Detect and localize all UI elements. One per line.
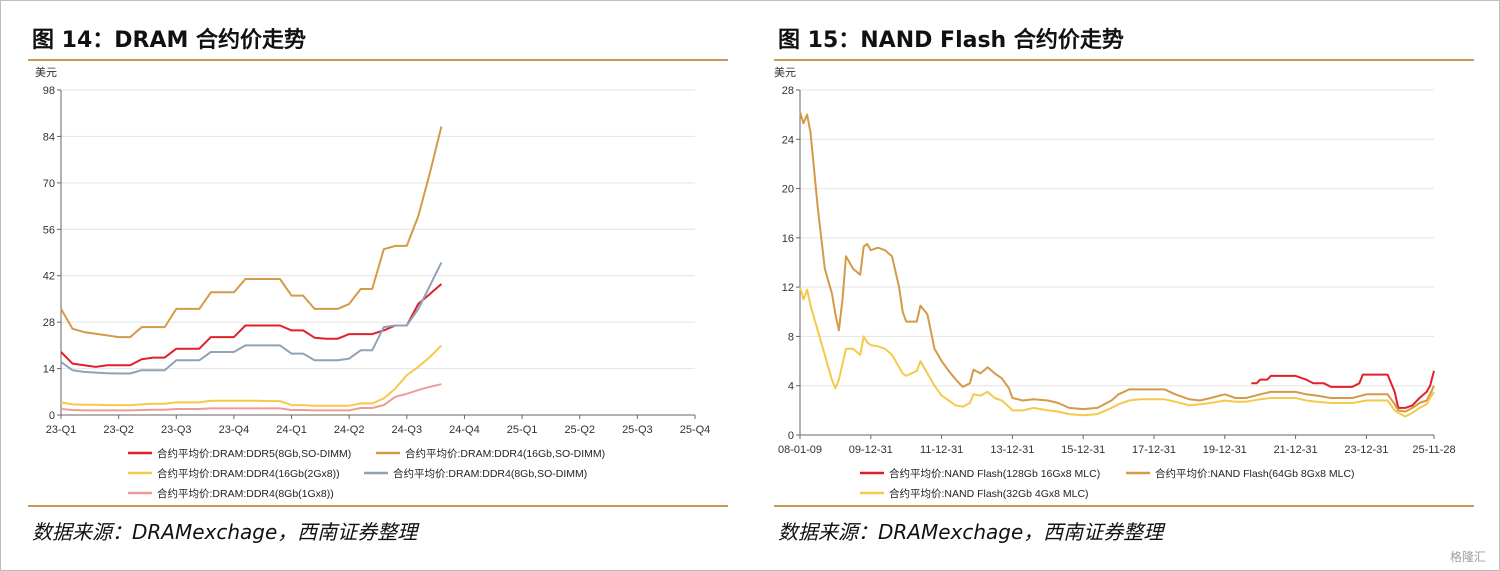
y-tick-label: 24 (782, 134, 794, 146)
legend-label: 合约平均价:DRAM:DDR4(8Gb(1Gx8)) (157, 487, 334, 500)
figure-title-dram: 图 14：DRAM 合约价走势 (32, 28, 307, 53)
y-tick-label: 56 (43, 224, 55, 236)
legend-label: 合约平均价:NAND Flash(64Gb 8Gx8 MLC) (1155, 467, 1355, 480)
y-unit-label: 美元 (35, 66, 57, 79)
legend-label: 合约平均价:DRAM:DDR4(8Gb,SO-DIMM) (393, 467, 587, 480)
panel-dram: 图 14：DRAM 合约价走势 美元 0 14 28 42 56 70 84 98 23-Q1 23… (28, 0, 728, 571)
series-line-3 (799, 286, 1435, 418)
source-rule (774, 505, 1474, 507)
x-tick-label: 24-Q2 (334, 424, 365, 436)
x-tick-label: 23-Q1 (46, 424, 77, 436)
x-tick-label: 25-Q4 (680, 424, 711, 436)
x-tick-label: 08-01-09 (778, 444, 822, 456)
source-rule (28, 505, 728, 507)
x-tick-label: 13-12-31 (990, 444, 1034, 456)
x-tick-label: 24-Q1 (276, 424, 307, 436)
series-line-5 (60, 383, 442, 412)
series-line-3 (60, 344, 443, 407)
legend-label: 合约平均价:DRAM:DDR4(16Gb,SO-DIMM) (405, 447, 605, 460)
x-tick-label: 19-12-31 (1203, 444, 1247, 456)
legend-label: 合约平均价:DRAM:DDR5(8Gb,SO-DIMM) (157, 447, 351, 460)
x-tick-label: 25-Q1 (507, 424, 538, 436)
x-tick-label: 25-11-28 (1412, 444, 1455, 456)
y-tick-label: 42 (43, 271, 55, 283)
source-note-dram: 数据来源：DRAMexchage，西南证券整理 (32, 520, 418, 544)
y-tick-label: 12 (782, 282, 794, 294)
figure-title-nand: 图 15：NAND Flash 合约价走势 (778, 28, 1124, 53)
x-tick-label: 24-Q3 (392, 424, 423, 436)
y-tick-label: 84 (43, 131, 55, 143)
series-line-1 (60, 283, 443, 368)
y-tick-label: 16 (782, 233, 794, 245)
y-tick-label: 28 (782, 85, 794, 97)
y-tick-label: 20 (782, 184, 794, 196)
series-line-2 (799, 111, 1435, 413)
y-tick-label: 4 (788, 381, 794, 393)
x-tick-label: 23-Q3 (161, 424, 192, 436)
source-note-nand: 数据来源：DRAMexchage，西南证券整理 (778, 520, 1164, 544)
x-tick-label: 15-12-31 (1061, 444, 1105, 456)
x-tick-label: 21-12-31 (1274, 444, 1318, 456)
series-line-2 (60, 126, 443, 339)
title-rule (774, 59, 1474, 61)
x-tick-label: 25-Q2 (564, 424, 595, 436)
nand-chart: 美元 0 4 8 12 16 20 24 28 08-01-09 09-12-31 11-12-31 1… (774, 66, 1456, 500)
watermark: 格隆汇 (1449, 550, 1486, 564)
x-tick-label: 23-12-31 (1344, 444, 1388, 456)
y-unit-label: 美元 (774, 66, 796, 79)
x-tick-label: 23-Q2 (103, 424, 134, 436)
title-rule (28, 59, 728, 61)
dram-chart: 美元 0 14 28 42 56 70 84 98 23-Q1 23-Q2 23-Q3 23-Q4 24-… (35, 66, 711, 500)
y-tick-label: 8 (788, 331, 794, 343)
x-tick-label: 23-Q4 (219, 424, 250, 436)
legend-label: 合约平均价:DRAM:DDR4(16Gb(2Gx8)) (157, 467, 340, 480)
legend-label: 合约平均价:NAND Flash(32Gb 4Gx8 MLC) (889, 487, 1089, 500)
x-tick-label: 25-Q3 (622, 424, 653, 436)
series-line-1 (1251, 370, 1435, 409)
y-tick-label: 28 (43, 317, 55, 329)
y-tick-label: 0 (788, 430, 794, 442)
x-tick-label: 17-12-31 (1132, 444, 1176, 456)
series-line-4 (60, 261, 443, 375)
x-tick-label: 09-12-31 (849, 444, 893, 456)
legend-label: 合约平均价:NAND Flash(128Gb 16Gx8 MLC) (889, 467, 1100, 480)
x-tick-label: 24-Q4 (449, 424, 480, 436)
y-tick-label: 98 (43, 85, 55, 97)
y-tick-label: 70 (43, 178, 55, 190)
panel-nand: 图 15：NAND Flash 合约价走势 美元 0 4 8 12 16 20 24 28 08-… (774, 0, 1474, 571)
x-tick-label: 11-12-31 (920, 444, 963, 456)
y-tick-label: 0 (49, 410, 55, 422)
y-tick-label: 14 (43, 364, 55, 376)
